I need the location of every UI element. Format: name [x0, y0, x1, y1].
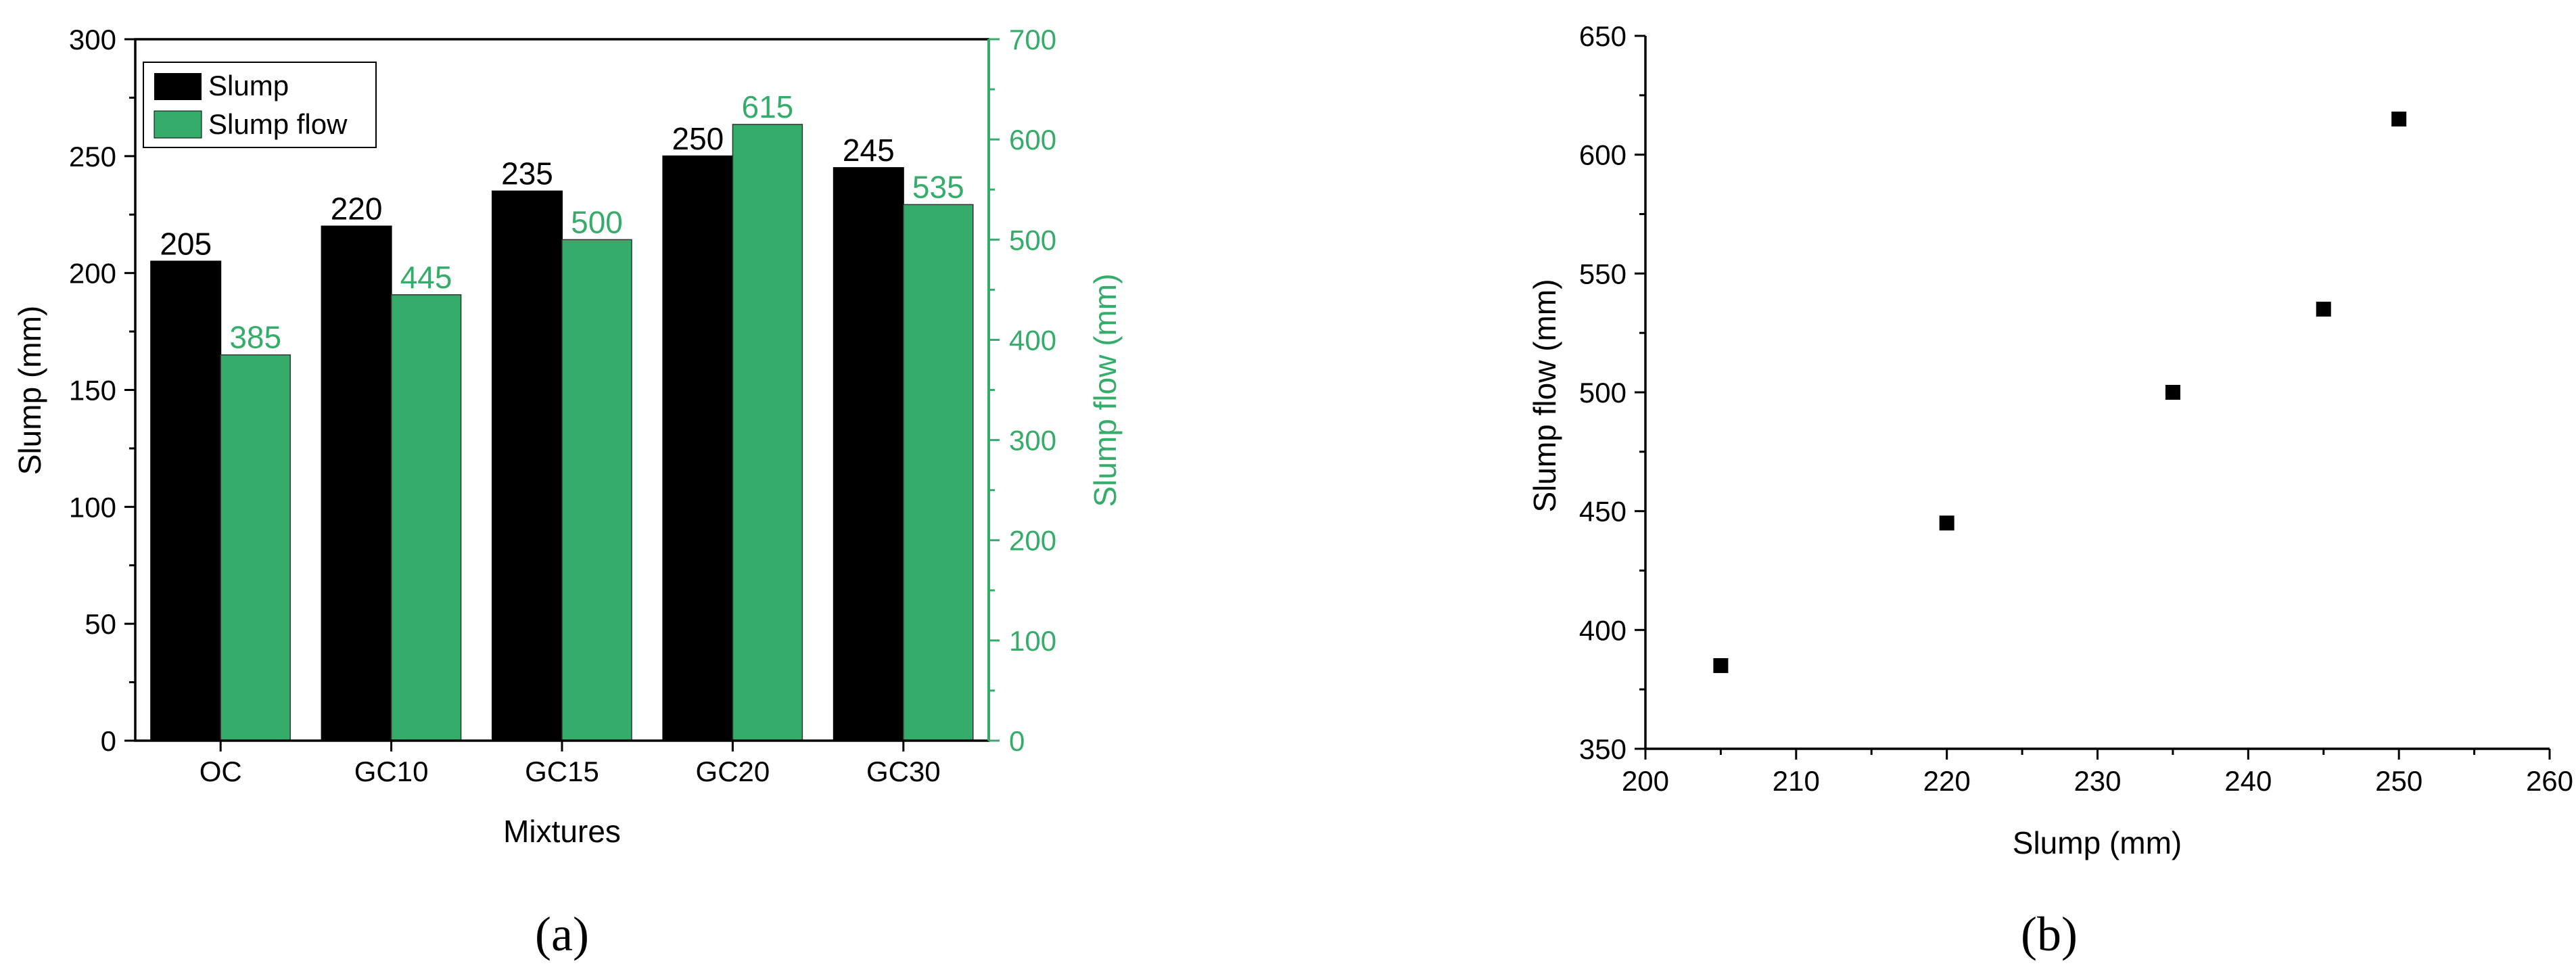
bar-slump-flow-gc15: [561, 239, 632, 741]
y-axis-title-b: Slump flow (mm): [1527, 279, 1562, 512]
x-tick-label-a: GC20: [696, 756, 770, 787]
y-tick-label-b: 450: [1579, 496, 1626, 528]
y-axis-left: 0 50 100 150 200 250 300: [69, 24, 135, 757]
scatter-point: [2391, 111, 2407, 126]
bar-slump-flow-oc: [220, 354, 291, 741]
scatter-point: [1713, 658, 1729, 674]
y-tick-label-b: 400: [1579, 614, 1626, 646]
y-axis-title-right: Slump flow (mm): [1087, 273, 1123, 507]
y-axis-b: 350 400 450 500 550 600 650: [1579, 20, 1645, 765]
legend-swatch-slump: [154, 73, 202, 100]
scatter-point: [2165, 385, 2180, 400]
x-tick-label-a: GC15: [525, 756, 599, 787]
legend-label-slump: Slump: [208, 70, 289, 101]
scatter-point: [2316, 302, 2331, 317]
scatter-points: [1713, 111, 2407, 674]
x-tick-label-b: 200: [1622, 765, 1669, 797]
y-tick-label-left: 0: [101, 725, 116, 757]
value-label-slump-gc15: 235: [501, 156, 553, 191]
value-label-slump-gc10: 220: [331, 191, 383, 227]
x-tick-label-a: OC: [200, 756, 242, 787]
y-tick-label-right: 500: [1009, 224, 1056, 256]
x-tick-label-b: 260: [2526, 765, 2573, 797]
x-axis-title-b: Slump (mm): [2013, 825, 2182, 860]
x-tick-label-b: 210: [1773, 765, 1820, 797]
value-label-slump-oc: 205: [160, 226, 212, 261]
bar-slump-flow-gc20: [732, 124, 803, 741]
y-axis-title-left: Slump (mm): [12, 306, 47, 475]
legend: Slump Slump flow: [143, 62, 377, 148]
y-tick-label-b: 600: [1579, 139, 1626, 171]
chart-a: 205 385 220 445 235 500 250 615 245 535 0 50 100 150…: [12, 24, 1123, 961]
scatter-point: [1939, 515, 1954, 531]
y-tick-label-b: 550: [1579, 258, 1626, 290]
value-label-slump-gc30: 245: [843, 133, 895, 168]
y-tick-label-left: 200: [69, 258, 116, 290]
value-label-slump-flow-oc: 385: [229, 320, 281, 355]
y-tick-label-left: 300: [69, 24, 116, 55]
x-tick-label-b: 240: [2224, 765, 2272, 797]
y-tick-label-b: 650: [1579, 20, 1626, 52]
legend-swatch-slump-flow: [154, 110, 202, 139]
y-tick-label-b: 500: [1579, 377, 1626, 409]
x-tick-label-b: 220: [1923, 765, 1971, 797]
y-tick-label-right: 0: [1009, 725, 1025, 757]
x-tick-label-b: 230: [2074, 765, 2121, 797]
y-tick-label-right: 200: [1009, 525, 1056, 557]
bar-slump-gc20: [662, 155, 734, 742]
bar-slump-flow-gc10: [390, 294, 462, 741]
value-label-slump-flow-gc20: 615: [742, 89, 794, 124]
y-tick-label-left: 100: [69, 491, 116, 523]
x-tick-label-a: GC30: [866, 756, 941, 787]
value-label-slump-flow-gc10: 445: [400, 260, 452, 295]
y-tick-label-right: 400: [1009, 324, 1056, 356]
y-tick-label-right: 700: [1009, 24, 1056, 55]
x-tick-label-b: 250: [2375, 765, 2422, 797]
legend-label-slump-flow: Slump flow: [208, 108, 348, 140]
panel-label-b: (b): [2021, 907, 2078, 961]
bar-slump-gc30: [833, 167, 904, 742]
y-tick-label-left: 250: [69, 141, 116, 172]
value-label-slump-gc20: 250: [672, 121, 724, 156]
y-tick-label-right: 100: [1009, 625, 1056, 657]
bar-slump-gc15: [492, 190, 563, 741]
bar-slump-gc10: [321, 225, 392, 741]
y-tick-label-left: 150: [69, 375, 116, 407]
bar-value-labels: 205 385 220 445 235 500 250 615 245 535: [160, 89, 964, 355]
y-tick-label-right: 600: [1009, 124, 1056, 156]
panel-label-a: (a): [535, 907, 589, 961]
value-label-slump-flow-gc30: 535: [912, 169, 964, 204]
y-tick-label-left: 50: [85, 608, 116, 640]
x-axis-a: OC GC10 GC15 GC20 GC30: [200, 741, 941, 787]
x-axis-b: 200 210 220 230 240 250 260: [1622, 749, 2573, 797]
x-axis-title-a: Mixtures: [503, 814, 621, 849]
value-label-slump-flow-gc15: 500: [571, 204, 623, 239]
bars-a: [150, 124, 974, 742]
y-tick-label-right: 300: [1009, 425, 1056, 457]
chart-b: 350 400 450 500 550 600 650 200 210 220 230 240 250…: [1527, 20, 2573, 961]
bar-slump-oc: [150, 260, 222, 741]
bar-slump-flow-gc30: [903, 204, 974, 741]
x-tick-label-a: GC10: [354, 756, 429, 787]
y-axis-right: 0 100 200 300 400 500 600 700: [989, 24, 1056, 757]
y-tick-label-b: 350: [1579, 733, 1626, 765]
